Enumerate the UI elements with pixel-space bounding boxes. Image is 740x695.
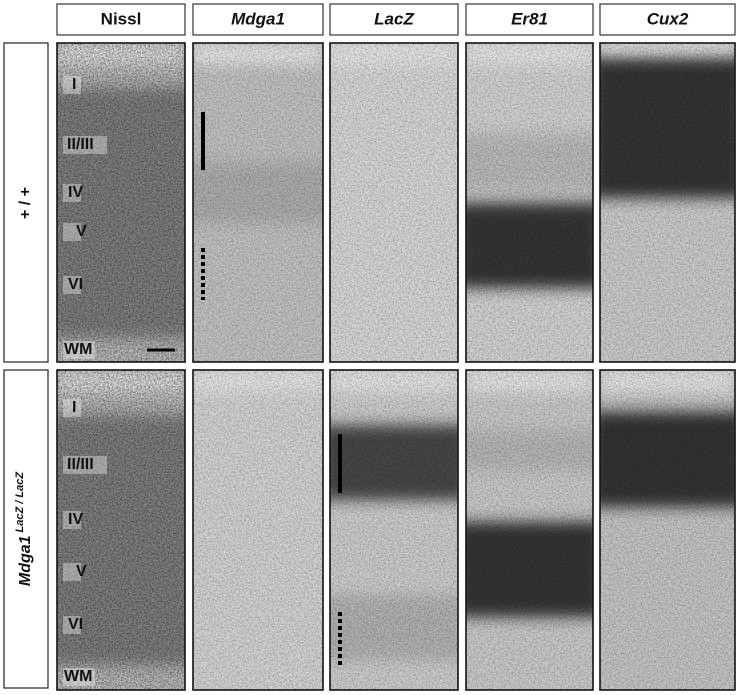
column-header: LacZ [374, 9, 414, 28]
texture [57, 43, 185, 362]
layer-label: I [72, 399, 76, 416]
panel-border [56, 42, 186, 363]
row-label-superscript: LacZ / LacZ [14, 471, 26, 533]
row-label: + / + [17, 187, 34, 219]
column-header-box [192, 3, 324, 36]
micrograph-panel [57, 43, 185, 362]
panel-border [192, 42, 324, 363]
panel-border [329, 42, 459, 363]
texture [330, 43, 458, 362]
texture [600, 43, 735, 362]
layer-label: VI [68, 616, 83, 633]
micrograph-panel [193, 43, 323, 362]
column-header: Mdga1 [231, 9, 285, 28]
panel-border [599, 42, 736, 363]
column-header: Cux2 [647, 9, 689, 28]
label-bg [63, 184, 81, 202]
row-label-box [3, 42, 49, 363]
panel-border [56, 369, 186, 691]
texture [193, 370, 323, 690]
column-header: Nissl [101, 9, 142, 28]
label-bg [63, 668, 95, 686]
row-label: Mdga1 LacZ / LacZ [14, 471, 34, 586]
layer-label: WM [64, 668, 92, 685]
row-label-box [3, 369, 49, 689]
micrograph-panel [330, 370, 458, 690]
micrograph-panel [466, 43, 593, 362]
label-bg [63, 511, 81, 529]
label-bg [63, 616, 81, 634]
panel-border [329, 369, 459, 691]
panel-border [192, 369, 324, 691]
micrograph-panel [57, 370, 185, 690]
micrograph-panel [330, 43, 458, 362]
label-bg [63, 341, 95, 359]
label-bg [63, 456, 107, 474]
panel-border [599, 369, 736, 691]
label-bg [63, 136, 107, 154]
layer-label: WM [64, 341, 92, 358]
panel-border [465, 42, 594, 363]
micrograph-panel [466, 370, 593, 690]
label-bg [63, 276, 81, 294]
layer-label: II/III [67, 456, 94, 473]
column-header-box [56, 3, 186, 36]
label-bg [63, 399, 81, 417]
layer-label: IV [68, 184, 83, 201]
label-bg [63, 563, 81, 581]
texture [193, 43, 323, 362]
layer-label: IV [68, 511, 83, 528]
texture [57, 370, 185, 690]
layer-label: V [76, 563, 87, 580]
panel-border [465, 369, 594, 691]
layer-label: V [76, 223, 87, 240]
column-header: Er81 [511, 9, 548, 28]
micrograph-panel [193, 370, 323, 690]
micrograph-panel [600, 370, 735, 690]
row-label-gene: Mdga1 [17, 535, 34, 586]
texture [600, 370, 735, 690]
layer-label: I [72, 76, 76, 93]
column-header-box [329, 3, 459, 36]
column-header-box [465, 3, 594, 36]
layer-label: II/III [67, 136, 94, 153]
label-bg [63, 223, 81, 241]
layer-label: VI [68, 276, 83, 293]
texture [466, 370, 593, 690]
micrograph-panel [600, 43, 735, 362]
texture [466, 43, 593, 362]
texture [330, 370, 458, 690]
label-bg [63, 76, 81, 94]
column-header-box [599, 3, 736, 36]
